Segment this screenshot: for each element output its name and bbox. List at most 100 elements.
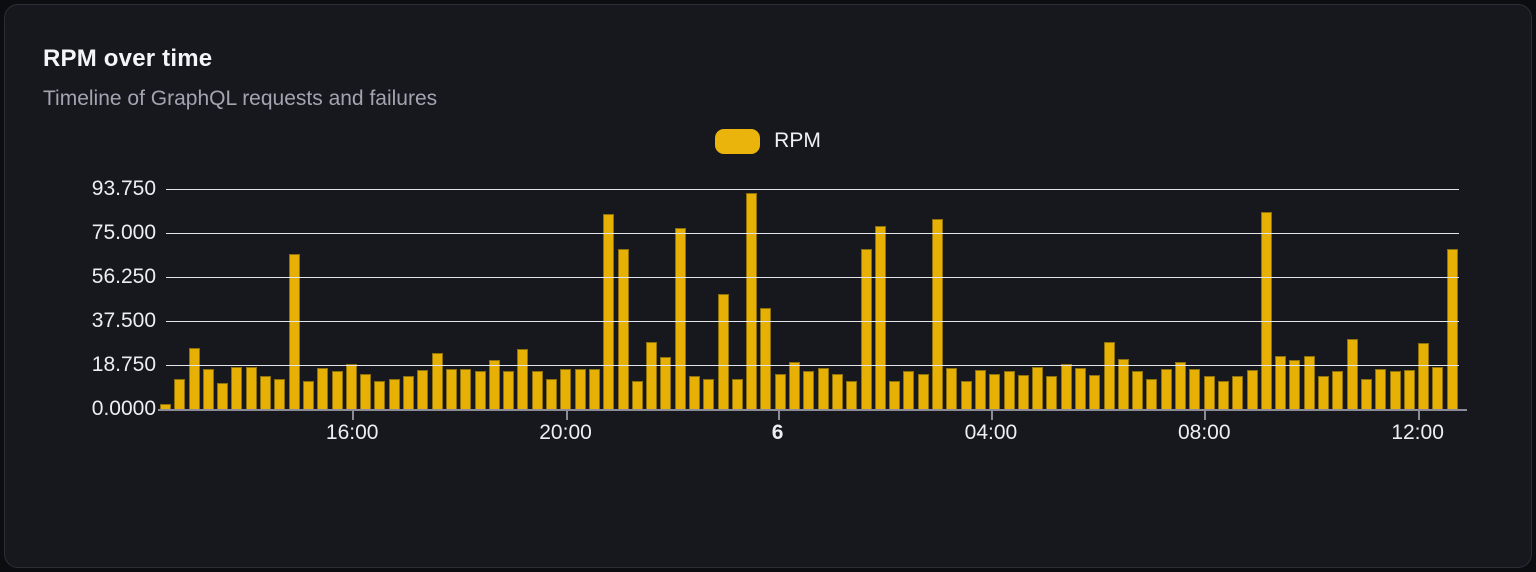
rpm-bar[interactable]	[1175, 362, 1187, 409]
rpm-bar[interactable]	[1389, 371, 1401, 409]
rpm-bar[interactable]	[1146, 378, 1158, 409]
rpm-bar[interactable]	[160, 404, 171, 409]
rpm-bar[interactable]	[1375, 369, 1387, 409]
rpm-bar[interactable]	[202, 369, 214, 409]
y-axis-tick-label: 18.750	[91, 353, 156, 376]
rpm-bar[interactable]	[1346, 338, 1358, 409]
rpm-bar[interactable]	[1232, 376, 1244, 409]
rpm-bar[interactable]	[260, 376, 272, 409]
rpm-bar[interactable]	[789, 362, 801, 409]
rpm-bar[interactable]	[889, 380, 901, 409]
rpm-bar[interactable]	[1360, 378, 1372, 409]
rpm-bar[interactable]	[488, 359, 500, 409]
rpm-bar[interactable]	[1446, 249, 1458, 409]
rpm-bar[interactable]	[1075, 367, 1086, 409]
rpm-bar[interactable]	[1289, 359, 1301, 409]
rpm-bar[interactable]	[1046, 376, 1058, 409]
chart-subtitle: Timeline of GraphQL requests and failure…	[43, 87, 438, 110]
rpm-bar[interactable]	[1017, 374, 1029, 409]
rpm-bar[interactable]	[288, 254, 300, 409]
rpm-bar[interactable]	[560, 369, 572, 409]
rpm-bar[interactable]	[503, 371, 515, 409]
rpm-bar[interactable]	[974, 370, 986, 409]
rpm-bar[interactable]	[517, 349, 529, 409]
rpm-bar[interactable]	[1217, 380, 1229, 409]
rpm-bar[interactable]	[731, 378, 743, 409]
rpm-bar[interactable]	[546, 378, 558, 409]
rpm-bar[interactable]	[674, 228, 686, 409]
rpm-bar[interactable]	[1332, 371, 1344, 409]
rpm-bar[interactable]	[646, 342, 658, 409]
rpm-bar[interactable]	[688, 376, 700, 409]
rpm-bar[interactable]	[217, 383, 229, 409]
rpm-bar[interactable]	[1318, 376, 1330, 409]
rpm-bar[interactable]	[603, 214, 615, 409]
rpm-bar[interactable]	[403, 376, 415, 409]
rpm-bar[interactable]	[474, 371, 486, 409]
rpm-bar[interactable]	[803, 371, 815, 409]
rpm-bar[interactable]	[874, 225, 886, 409]
rpm-bar[interactable]	[588, 369, 600, 409]
rpm-bar[interactable]	[774, 373, 786, 409]
rpm-bar[interactable]	[302, 380, 314, 409]
rpm-bar[interactable]	[617, 249, 629, 409]
rpm-bar[interactable]	[460, 369, 472, 409]
gridline	[166, 365, 1459, 366]
legend-label-rpm[interactable]: RPM	[774, 129, 821, 152]
rpm-bar[interactable]	[1060, 364, 1072, 409]
rpm-bar[interactable]	[231, 366, 243, 409]
rpm-bar[interactable]	[1246, 370, 1258, 409]
rpm-bar[interactable]	[1189, 369, 1201, 409]
rpm-bar[interactable]	[760, 308, 772, 409]
rpm-bar[interactable]	[946, 367, 958, 409]
rpm-bar[interactable]	[1303, 356, 1315, 409]
rpm-bar[interactable]	[388, 378, 400, 409]
rpm-bar[interactable]	[746, 193, 758, 409]
rpm-bar[interactable]	[831, 373, 843, 409]
rpm-bar[interactable]	[188, 348, 200, 409]
rpm-bar[interactable]	[960, 380, 972, 409]
rpm-bar[interactable]	[174, 378, 186, 409]
legend-swatch-rpm[interactable]	[715, 128, 761, 154]
rpm-bar[interactable]	[331, 371, 343, 409]
rpm-bar[interactable]	[1403, 370, 1415, 409]
rpm-bar[interactable]	[817, 367, 829, 409]
rpm-bar[interactable]	[1132, 371, 1144, 409]
rpm-bar[interactable]	[1275, 356, 1287, 409]
rpm-bar[interactable]	[1203, 376, 1215, 409]
rpm-bar[interactable]	[903, 371, 915, 409]
rpm-bar[interactable]	[917, 373, 929, 409]
rpm-bar[interactable]	[317, 367, 329, 409]
rpm-bar[interactable]	[1160, 369, 1172, 409]
rpm-bar[interactable]	[431, 352, 443, 409]
rpm-bar[interactable]	[1032, 366, 1044, 409]
rpm-bar[interactable]	[660, 357, 672, 409]
rpm-bar[interactable]	[932, 218, 944, 409]
rpm-bar[interactable]	[531, 371, 543, 409]
bar-series-rpm	[160, 189, 1459, 409]
rpm-bar[interactable]	[1089, 374, 1101, 409]
rpm-bar[interactable]	[631, 380, 643, 409]
rpm-bar[interactable]	[989, 373, 1001, 409]
rpm-bar[interactable]	[245, 366, 257, 409]
y-axis-tick-label: 37.500	[91, 309, 156, 332]
rpm-bar[interactable]	[860, 249, 872, 409]
rpm-bar[interactable]	[274, 378, 286, 409]
rpm-bar[interactable]	[703, 378, 715, 409]
rpm-bar[interactable]	[1003, 371, 1015, 409]
rpm-bar[interactable]	[360, 373, 372, 409]
rpm-bar[interactable]	[417, 370, 429, 409]
rpm-bar[interactable]	[345, 364, 357, 409]
plot-area: 93.750 75.000 56.250 37.500 18.750 0.0000 16:0…	[92, 177, 1467, 444]
rpm-bar[interactable]	[1260, 211, 1272, 409]
x-axis-tick-label: 08:00	[1177, 421, 1231, 444]
rpm-bar[interactable]	[1103, 342, 1115, 409]
rpm-bar[interactable]	[1418, 343, 1430, 409]
rpm-bar[interactable]	[1432, 366, 1444, 409]
rpm-bar[interactable]	[846, 380, 858, 409]
rpm-bar[interactable]	[374, 380, 386, 409]
rpm-bar[interactable]	[445, 369, 457, 409]
rpm-bar[interactable]	[1117, 358, 1129, 409]
rpm-bar[interactable]	[574, 369, 586, 409]
rpm-bar[interactable]	[717, 294, 729, 409]
